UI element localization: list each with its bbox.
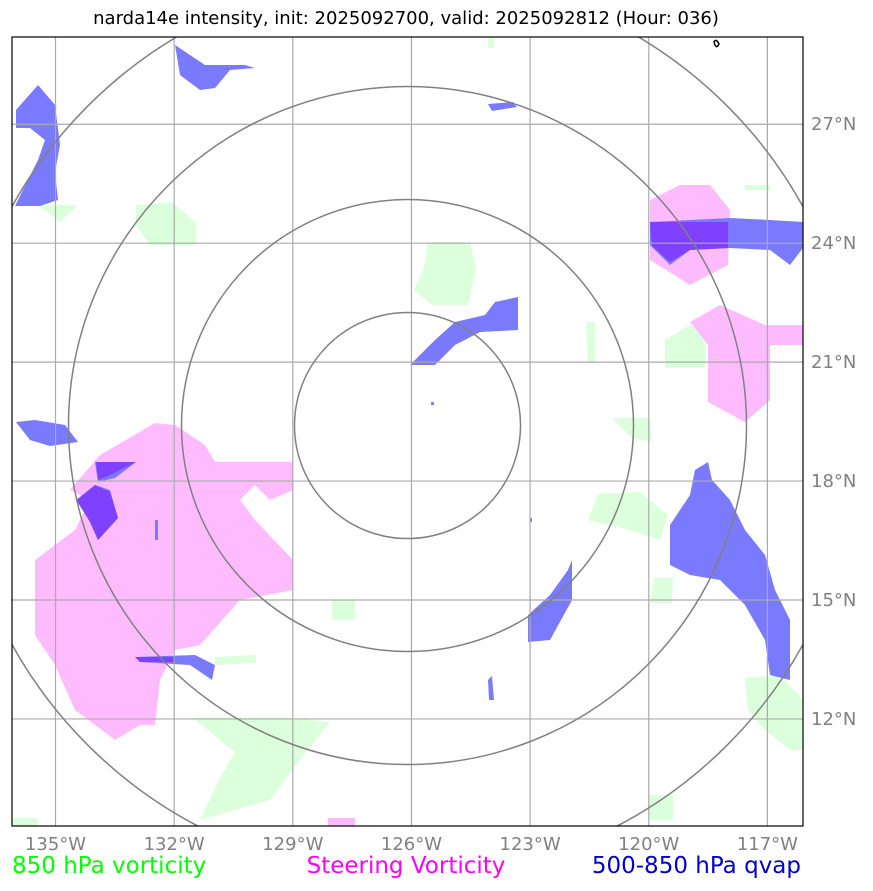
range-ring <box>293 311 522 540</box>
qvap-area <box>15 85 60 206</box>
vorticity-area <box>38 205 78 222</box>
vorticity-area <box>193 718 330 820</box>
overlap-area <box>96 462 136 480</box>
qvap-area <box>175 45 255 90</box>
qvap-area <box>670 462 790 680</box>
vorticity-area <box>745 185 770 190</box>
vorticity-area <box>215 655 256 665</box>
qvap-area <box>488 676 494 700</box>
qvap-area <box>410 297 518 365</box>
overlap-area <box>135 657 175 662</box>
plot-frame <box>11 36 804 827</box>
qvap-area <box>488 102 517 111</box>
map-fields <box>12 37 803 826</box>
range-ring <box>67 85 748 766</box>
vorticity-area <box>665 325 705 368</box>
legend-steering-vorticity: Steering Vorticity <box>306 853 506 879</box>
vorticity-area <box>12 818 38 826</box>
latitude-tick-labels: 27°N 24°N 21°N 18°N 15°N 12°N <box>811 114 856 730</box>
vorticity-area <box>588 492 668 540</box>
island-outline <box>713 39 720 48</box>
steering-area <box>328 818 355 826</box>
longitude-tick-label: 117°W <box>737 834 798 855</box>
longitude-tick-label: 129°W <box>262 834 323 855</box>
qvap-area <box>155 520 158 540</box>
vorticity-area <box>332 600 355 620</box>
legend-vorticity-850: 850 hPa vorticity <box>12 853 207 879</box>
vorticity-area <box>648 795 673 820</box>
vorticity-area <box>586 322 595 362</box>
range-rings <box>12 37 803 826</box>
steering-area <box>35 423 293 740</box>
range-ring <box>180 198 635 653</box>
vorticity-area <box>136 202 196 245</box>
map-grid <box>12 37 803 826</box>
longitude-tick-label: 123°W <box>500 834 561 855</box>
vorticity-area <box>745 675 803 750</box>
latitude-tick-label: 27°N <box>811 114 856 135</box>
overlap-field <box>77 222 728 662</box>
qvap-area <box>431 402 434 405</box>
overlap-area <box>650 222 728 262</box>
latitude-tick-label: 18°N <box>811 471 856 492</box>
latitude-tick-label: 24°N <box>811 233 856 254</box>
longitude-tick-label: 132°W <box>144 834 205 855</box>
legend-qvap: 500-850 hPa qvap <box>591 853 801 879</box>
longitude-tick-labels: 135°W 132°W 129°W 126°W 123°W 120°W 117°W <box>25 834 798 855</box>
latitude-tick-label: 21°N <box>811 352 856 373</box>
longitude-tick-label: 126°W <box>381 834 442 855</box>
vorticity-area <box>488 37 494 48</box>
latitude-tick-label: 15°N <box>811 590 856 611</box>
overlap-area <box>77 485 118 540</box>
longitude-tick-label: 120°W <box>618 834 679 855</box>
qvap-area <box>16 420 78 446</box>
vorticity-area <box>650 578 673 603</box>
longitude-tick-label: 135°W <box>25 834 86 855</box>
steering-area <box>690 305 803 422</box>
vorticity-area <box>612 418 652 442</box>
vorticity-850-field <box>12 37 803 826</box>
vorticity-area <box>414 242 476 305</box>
latitude-tick-label: 12°N <box>811 709 856 730</box>
chart-title: narda14e intensity, init: 2025092700, va… <box>93 8 719 29</box>
